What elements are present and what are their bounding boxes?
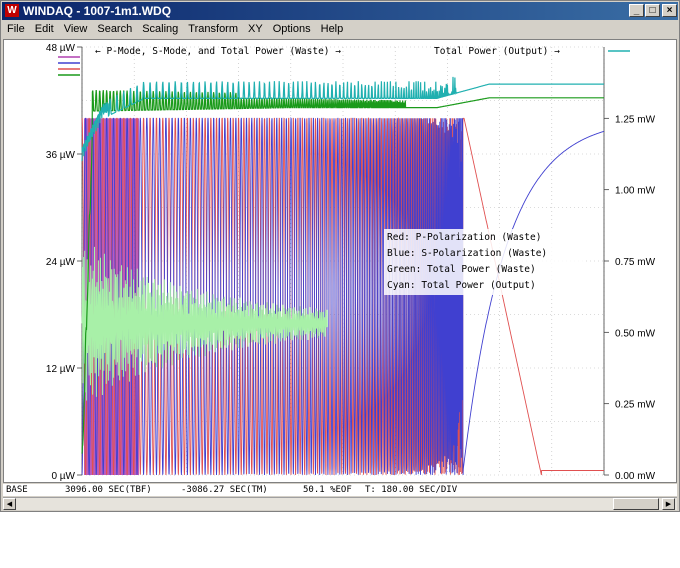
annotation-right: Total Power (Output) → <box>434 46 560 57</box>
left-tick-label: 24 µW <box>46 257 76 268</box>
title-bar[interactable]: W WINDAQ - 1007-1m1.WDQ _ □ × <box>2 2 678 20</box>
light-green-noise-trace <box>81 246 328 401</box>
window-title: WINDAQ - 1007-1m1.WDQ <box>23 4 172 18</box>
waveform-traces <box>81 76 605 476</box>
left-tick-label: 0 µW <box>51 471 75 482</box>
left-tick-label: 12 µW <box>46 364 76 375</box>
legend-red: Red: P-Polarization (Waste) <box>387 232 541 243</box>
scroll-left-button[interactable]: ◀ <box>3 498 16 510</box>
menu-bar: File Edit View Search Scaling Transform XY Opti… <box>2 21 678 38</box>
channel-swatches <box>58 56 80 76</box>
annotation-left-text: P-Mode, S-Mode, and Total Power (Waste) <box>106 46 329 57</box>
menu-file[interactable]: File <box>7 23 25 35</box>
red-p-polarization-trace <box>81 117 604 476</box>
annotation-left: ← P-Mode, S-Mode, and Total Power (Waste… <box>95 46 341 57</box>
annotation-right-arrow: → <box>548 46 560 57</box>
right-tick-label: 0.00 mW <box>615 471 656 482</box>
menu-options[interactable]: Options <box>272 23 311 35</box>
right-tick-label: 0.75 mW <box>615 257 656 268</box>
left-tick-label: 48 µW <box>46 43 76 54</box>
annotation-left-tail: → <box>330 46 342 57</box>
status-eof: 50.1 %EOF <box>303 485 352 495</box>
legend-background <box>384 229 584 295</box>
annotation-right-text: Total Power (Output) <box>434 46 548 57</box>
right-tick-label: 0.50 mW <box>615 328 656 339</box>
right-tick-label: 1.00 mW <box>615 186 656 197</box>
cyan-total-output-trace <box>81 76 604 162</box>
legend-blue: Blue: S-Polarization (Waste) <box>387 248 547 259</box>
status-tdiv: T: 180.00 SEC/DIV <box>365 485 458 495</box>
minimize-button[interactable]: _ <box>629 4 644 17</box>
status-tbf: 3096.00 SEC(TBF) <box>65 485 152 495</box>
menu-help[interactable]: Help <box>320 23 344 35</box>
menu-scaling[interactable]: Scaling <box>142 23 179 35</box>
legend-green: Green: Total Power (Waste) <box>387 264 536 275</box>
status-tm: -3086.27 SEC(TM) <box>181 485 268 495</box>
maximize-button[interactable]: □ <box>645 4 660 17</box>
legend-cyan: Cyan: Total Power (Output) <box>387 280 536 291</box>
menu-view[interactable]: View <box>63 23 88 35</box>
menu-xy[interactable]: XY <box>248 23 263 35</box>
waveform-chart: 48 µW 36 µW 24 µW 12 µW 0 µW 1.25 mW 1.00 mW 0.… <box>46 43 656 482</box>
menu-transform[interactable]: Transform <box>188 23 239 35</box>
close-button[interactable]: × <box>662 4 677 17</box>
legend-box: Red: P-Polarization (Waste) Blue: S-Pola… <box>384 229 584 295</box>
right-tick-label: 0.25 mW <box>615 400 656 411</box>
annotation-left-arrow: ← <box>95 46 106 57</box>
axis-labels: 48 µW 36 µW 24 µW 12 µW 0 µW 1.25 mW 1.00 mW 0.… <box>46 43 656 482</box>
windaq-app-icon: W <box>5 4 19 17</box>
waveform-plot[interactable]: 48 µW 36 µW 24 µW 12 µW 0 µW 1.25 mW 1.00 mW 0.… <box>3 39 677 483</box>
menu-search[interactable]: Search <box>97 23 133 35</box>
status-bar: BASE 3096.00 SEC(TBF) -3086.27 SEC(TM) 5… <box>3 484 677 496</box>
scroll-thumb[interactable] <box>613 498 659 510</box>
horizontal-scrollbar[interactable]: ◀ ▶ <box>3 497 677 510</box>
menu-edit[interactable]: Edit <box>34 23 54 35</box>
right-tick-label: 1.25 mW <box>615 114 656 125</box>
left-tick-label: 36 µW <box>46 150 76 161</box>
scroll-right-button[interactable]: ▶ <box>662 498 675 510</box>
status-base: BASE <box>6 485 28 495</box>
windaq-window: W WINDAQ - 1007-1m1.WDQ _ □ × File Edit Vi… <box>0 0 680 512</box>
blue-s-polarization-trace <box>81 116 605 476</box>
